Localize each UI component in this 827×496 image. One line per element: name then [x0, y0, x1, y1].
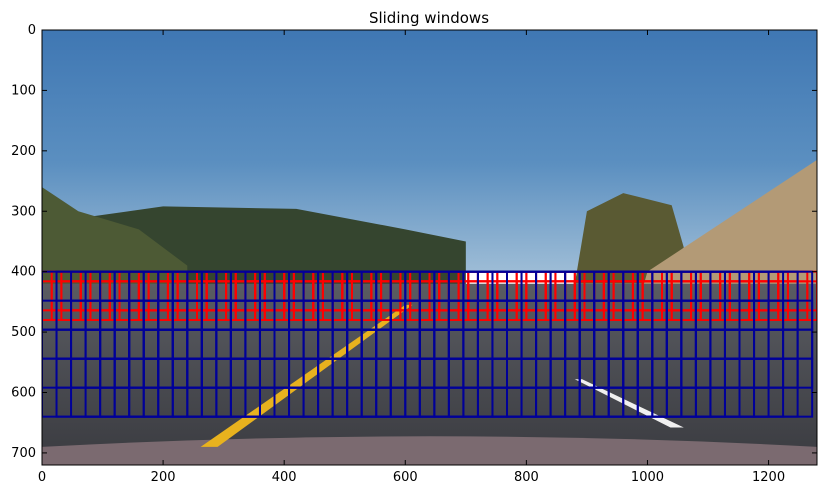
y-tick-label: 700: [11, 446, 36, 461]
x-tick-label: 400: [272, 470, 297, 485]
y-tick-label: 300: [11, 204, 36, 219]
white-lane-line: [574, 379, 684, 428]
y-tick-label: 600: [11, 386, 36, 401]
sliding-windows-overlay: [42, 270, 817, 418]
x-tick-label: 200: [151, 470, 176, 485]
chart-title: Sliding windows: [369, 9, 489, 27]
axes-frame: [41, 29, 818, 466]
right-trees: [574, 193, 684, 284]
x-tick-label: 1000: [631, 470, 664, 485]
x-axis: 0 200 400 600 800 1000 1200: [38, 30, 785, 485]
y-tick-label: 200: [11, 144, 36, 159]
y-tick-label: 0: [28, 23, 36, 38]
x-tick-label: 800: [514, 470, 539, 485]
y-tick-label: 500: [11, 325, 36, 340]
y-tick-label: 400: [11, 265, 36, 280]
left-trees: [42, 187, 188, 296]
y-tick-label: 100: [11, 83, 36, 98]
y-axis: 0 100 200 300 400 500 600 700: [11, 23, 817, 461]
x-tick-label: 0: [38, 470, 46, 485]
large-window: [753, 357, 814, 418]
car-hood: [42, 436, 817, 465]
yellow-lane-line: [200, 304, 413, 447]
x-tick-label: 600: [393, 470, 418, 485]
x-tick-label: 1200: [752, 470, 785, 485]
